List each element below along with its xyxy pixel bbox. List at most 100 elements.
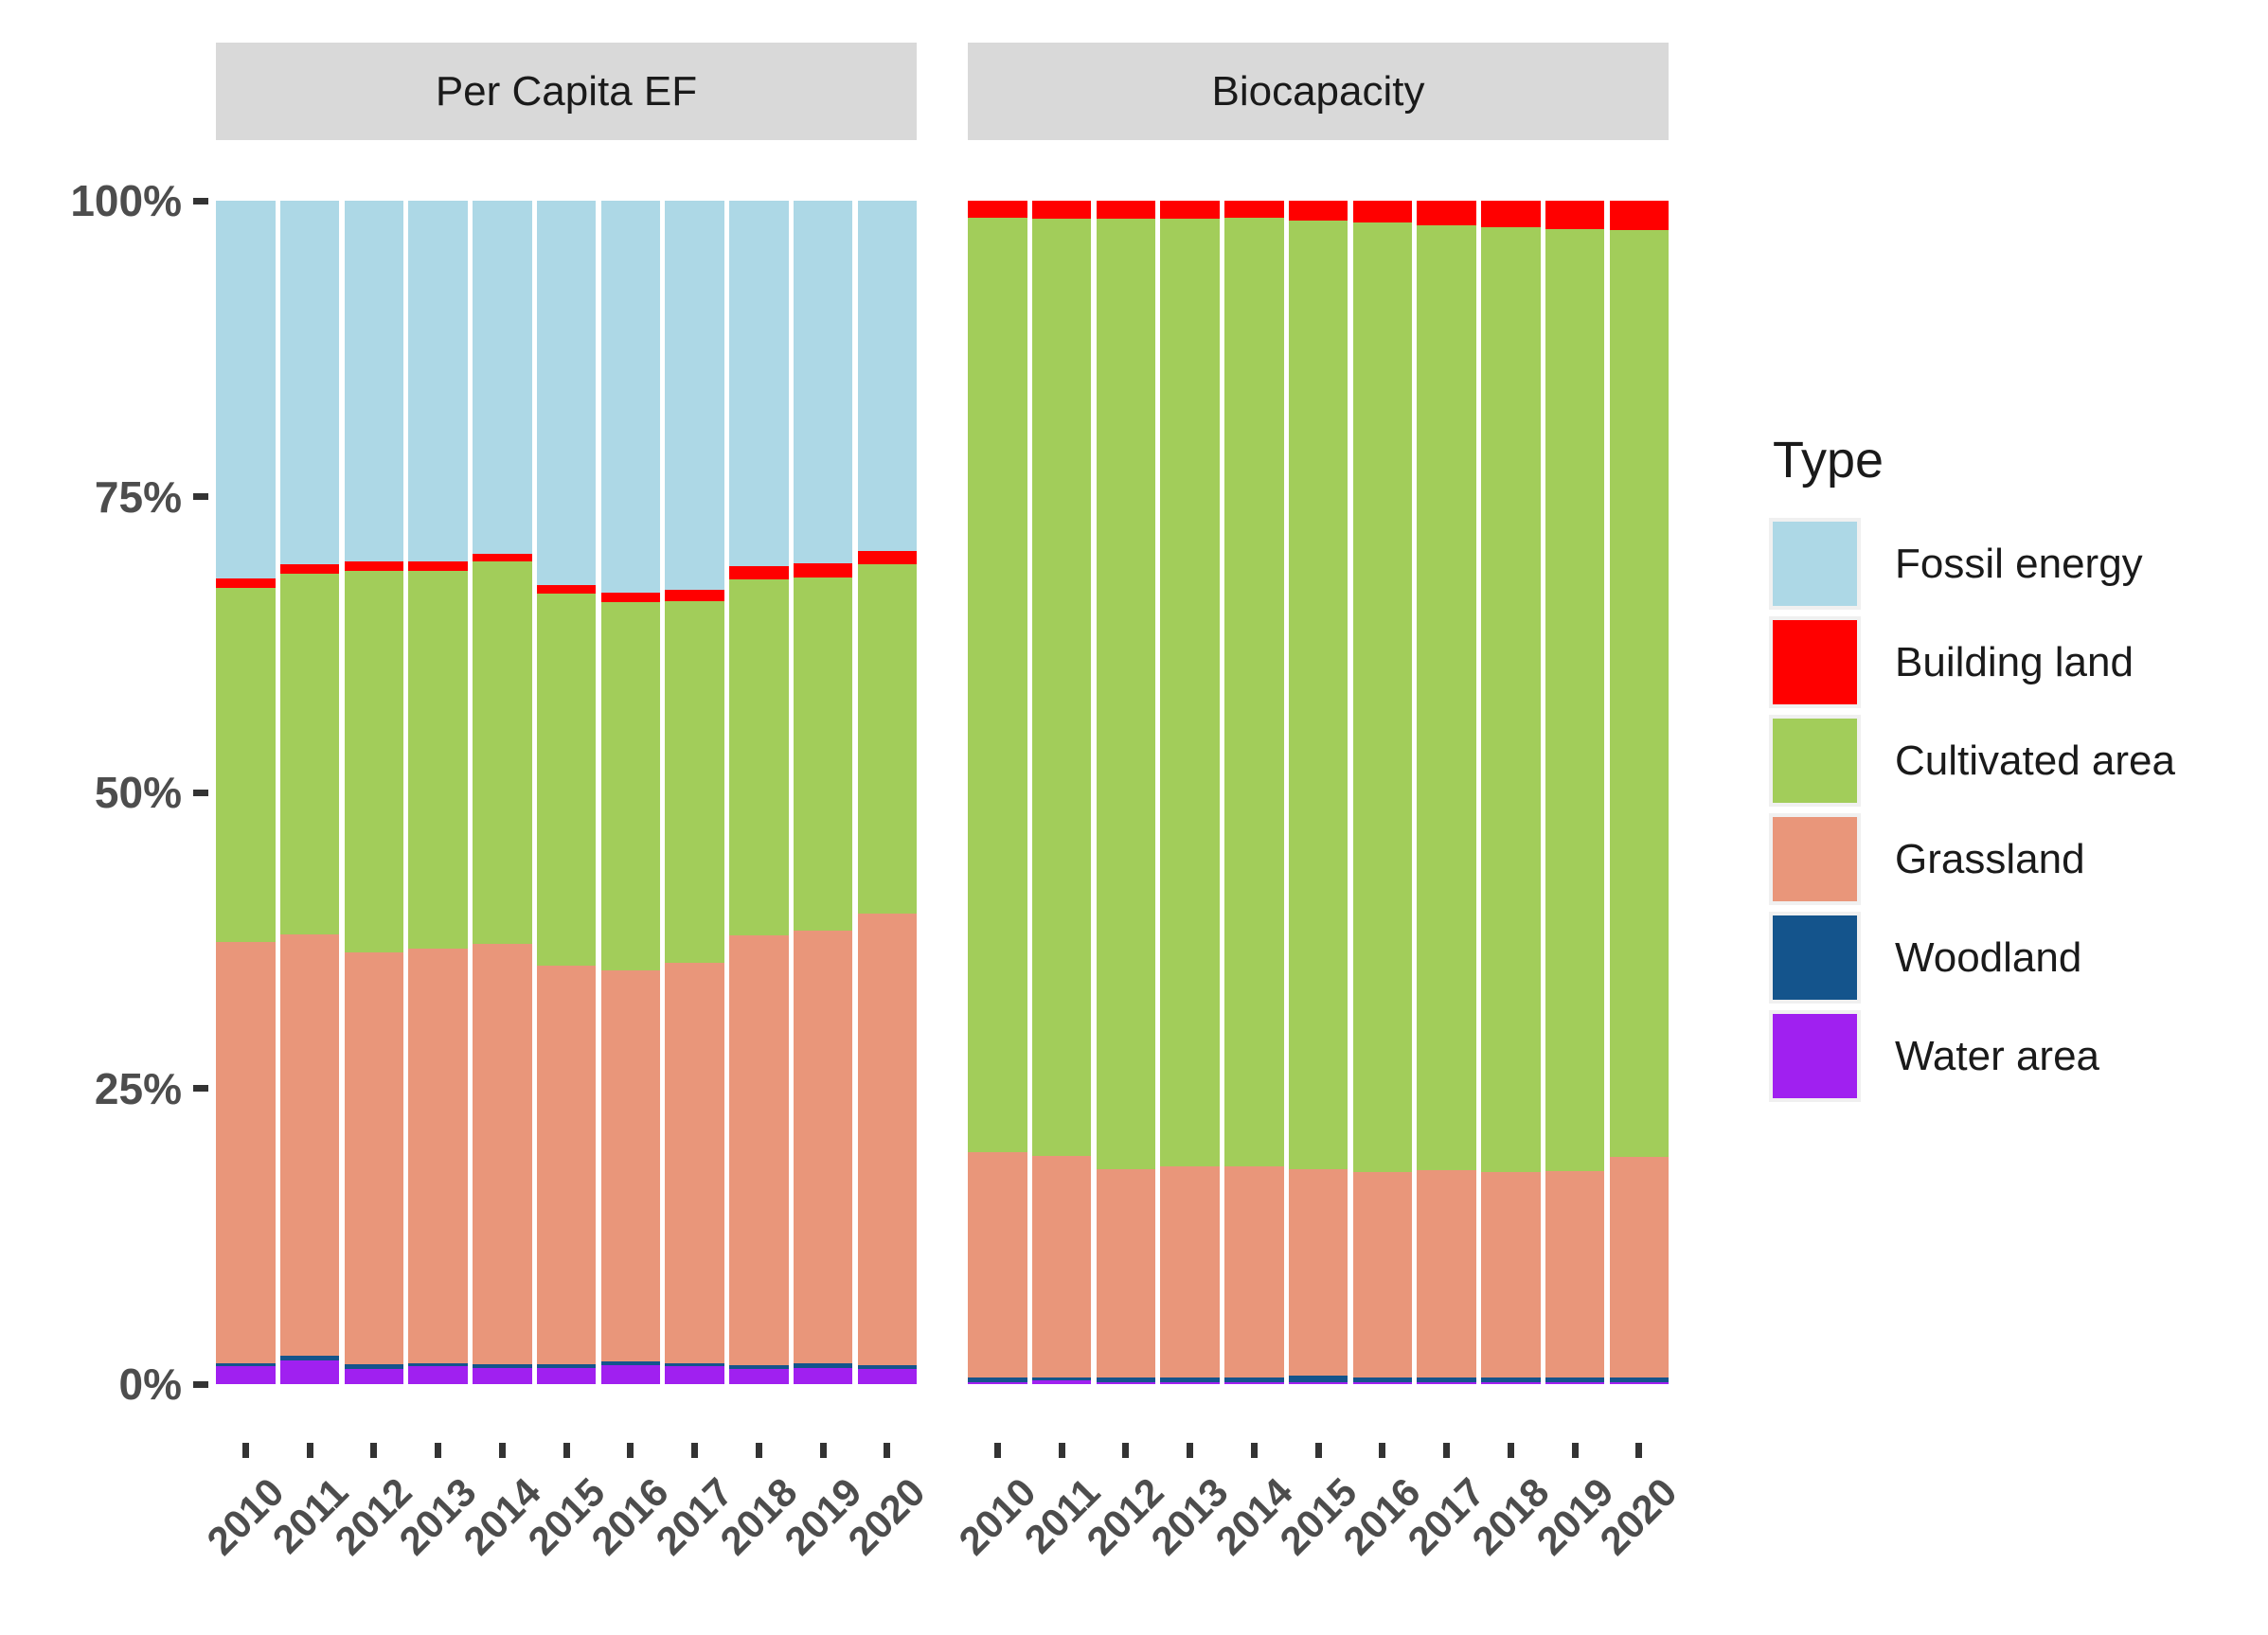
segment-building-land: [536, 585, 597, 594]
y-axis-tick: [193, 789, 208, 796]
legend-entry: Building land: [1769, 616, 2175, 708]
segment-cultivated-area: [1609, 230, 1669, 1157]
x-axis-tick-label: 2020: [839, 1469, 934, 1564]
facet-strip-label: Per Capita EF: [435, 67, 698, 115]
x-axis-tick: [1379, 1443, 1386, 1458]
legend-entry: Cultivated area: [1769, 715, 2175, 807]
bar-per-capita-ef-2018: [729, 201, 789, 1384]
y-axis-tick-label: 100%: [70, 176, 182, 225]
legend-swatch-woodland: [1773, 915, 1857, 1000]
segment-cultivated-area: [729, 579, 789, 936]
segment-building-land: [1545, 201, 1605, 229]
segment-cultivated-area: [665, 600, 724, 963]
segment-fossil-energy: [344, 201, 403, 562]
segment-woodland: [408, 1362, 468, 1367]
legend-entry: Woodland: [1769, 912, 2175, 1004]
y-axis-tick-label: 75%: [94, 471, 182, 522]
legend-label: Water area: [1895, 1032, 2100, 1079]
segment-grassland: [1031, 1155, 1092, 1377]
segment-grassland: [1224, 1166, 1284, 1377]
segment-grassland: [536, 965, 597, 1364]
legend-label: Woodland: [1895, 933, 2082, 981]
legend-swatch-fossil-energy: [1773, 522, 1857, 606]
bar-per-capita-ef-2011: [279, 201, 340, 1384]
segment-grassland: [729, 935, 789, 1365]
segment-cultivated-area: [1096, 218, 1155, 1169]
segment-woodland: [968, 1377, 1027, 1382]
x-axis-tick: [1122, 1443, 1130, 1458]
bar-per-capita-ef-2020: [857, 201, 917, 1384]
segment-cultivated-area: [408, 571, 468, 949]
facet-strip-biocapacity: Biocapacity: [968, 43, 1669, 140]
segment-fossil-energy: [279, 201, 340, 564]
segment-grassland: [344, 951, 403, 1364]
segment-fossil-energy: [729, 201, 789, 567]
segment-building-land: [344, 561, 403, 572]
segment-cultivated-area: [600, 601, 660, 970]
legend-entry: Water area: [1769, 1010, 2175, 1102]
segment-cultivated-area: [1224, 217, 1284, 1166]
y-axis-tick-label: 50%: [94, 768, 182, 817]
segment-woodland: [344, 1363, 403, 1369]
segment-fossil-energy: [536, 201, 597, 586]
segment-cultivated-area: [857, 563, 917, 914]
y-axis-tick: [193, 1380, 208, 1388]
segment-water-area: [1417, 1381, 1476, 1384]
segment-grassland: [216, 941, 276, 1363]
segment-fossil-energy: [473, 201, 532, 554]
segment-building-land: [473, 553, 532, 562]
segment-building-land: [1417, 201, 1476, 226]
legend-label: Fossil energy: [1895, 540, 2143, 587]
y-axis-tick: [193, 1085, 208, 1092]
x-axis-tick: [755, 1443, 762, 1458]
segment-water-area: [1609, 1381, 1669, 1384]
legend-label: Building land: [1895, 638, 2134, 685]
legend-title: Type: [1773, 432, 1884, 489]
segment-water-area: [473, 1367, 532, 1384]
segment-woodland: [279, 1356, 340, 1360]
segment-woodland: [665, 1362, 724, 1367]
segment-building-land: [968, 201, 1027, 218]
segment-fossil-energy: [857, 201, 917, 551]
segment-woodland: [857, 1365, 917, 1369]
segment-grassland: [1417, 1169, 1476, 1377]
legend-swatch-cultivated-area: [1773, 719, 1857, 803]
segment-fossil-energy: [600, 201, 660, 593]
segment-cultivated-area: [1545, 229, 1605, 1171]
segment-grassland: [1545, 1171, 1605, 1377]
segment-grassland: [600, 969, 660, 1362]
x-axis-tick: [498, 1443, 506, 1458]
segment-fossil-energy: [408, 201, 468, 562]
legend-swatch-building-land: [1773, 620, 1857, 704]
x-axis-tick: [306, 1443, 313, 1458]
segment-grassland: [1352, 1172, 1412, 1377]
segment-water-area: [1352, 1381, 1412, 1384]
x-axis-tick: [819, 1443, 827, 1458]
segment-woodland: [1031, 1377, 1092, 1381]
segment-cultivated-area: [968, 217, 1027, 1152]
segment-building-land: [1031, 201, 1092, 219]
bar-per-capita-ef-2015: [536, 201, 597, 1384]
segment-grassland: [665, 963, 724, 1363]
segment-grassland: [857, 913, 917, 1365]
segment-water-area: [279, 1360, 340, 1384]
segment-cultivated-area: [344, 571, 403, 952]
segment-woodland: [1160, 1377, 1220, 1382]
segment-building-land: [1352, 201, 1412, 222]
legend-label: Cultivated area: [1895, 737, 2175, 784]
x-axis-tick: [1443, 1443, 1450, 1458]
bar-per-capita-ef-2019: [793, 201, 853, 1384]
segment-cultivated-area: [1481, 226, 1541, 1173]
legend-entry: Fossil energy: [1769, 518, 2175, 610]
segment-woodland: [729, 1365, 789, 1369]
segment-building-land: [729, 566, 789, 579]
bar-biocapacity-2010: [968, 201, 1027, 1384]
x-axis-tick: [1250, 1443, 1258, 1458]
segment-woodland: [1481, 1377, 1541, 1382]
legend: Type Fossil energy Building land Cultivate…: [1769, 431, 2175, 1109]
legend-key: [1769, 912, 1861, 1004]
bar-biocapacity-2013: [1160, 201, 1220, 1384]
segment-water-area: [344, 1368, 403, 1384]
segment-grassland: [1288, 1168, 1348, 1377]
facet-strip-label: Biocapacity: [1211, 67, 1425, 115]
